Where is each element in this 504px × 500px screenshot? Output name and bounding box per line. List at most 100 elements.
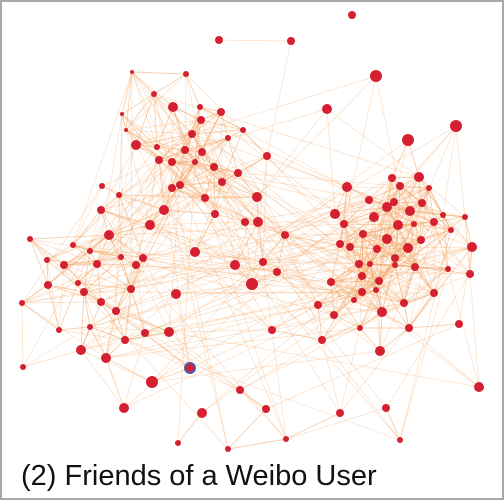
network-edge <box>21 256 122 304</box>
network-edge <box>285 412 341 440</box>
network-edge <box>414 246 473 268</box>
network-edge <box>334 213 405 304</box>
network-edge <box>362 223 415 235</box>
network-edge <box>115 288 132 312</box>
friend-node <box>164 327 174 337</box>
network-edge <box>321 327 361 341</box>
network-edge <box>158 159 191 369</box>
network-edge <box>346 186 411 212</box>
network-edge <box>120 113 123 258</box>
network-edge <box>394 264 405 304</box>
friend-node <box>346 243 354 251</box>
network-edge <box>153 93 229 139</box>
network-edge <box>163 209 216 215</box>
friend-node <box>132 261 140 269</box>
network-edge <box>256 196 319 306</box>
network-edge <box>72 244 91 252</box>
network-edge <box>47 284 102 303</box>
network-edge <box>131 71 155 95</box>
network-edge <box>46 234 110 261</box>
network-edge <box>330 281 363 293</box>
network-edge <box>359 239 422 329</box>
network-edge <box>227 408 267 450</box>
network-edge <box>339 243 378 250</box>
network-edge <box>118 194 273 331</box>
network-edge <box>375 289 405 304</box>
network-edge <box>239 389 267 410</box>
nodes-layer <box>19 11 484 452</box>
network-edge <box>142 221 246 259</box>
network-edge <box>96 187 173 265</box>
friend-node <box>400 299 408 307</box>
network-edge <box>334 187 430 215</box>
friend-node <box>116 192 122 198</box>
network-edge <box>144 332 191 369</box>
network-edge <box>179 149 186 186</box>
network-edge <box>144 283 253 334</box>
network-edge <box>393 139 409 203</box>
friend-node <box>377 307 387 317</box>
network-edge <box>239 339 323 391</box>
network-edge <box>276 223 345 273</box>
network-edge <box>131 71 223 183</box>
network-edge <box>158 159 165 211</box>
friend-node <box>340 220 348 228</box>
friend-node <box>370 70 382 82</box>
friend-node <box>236 386 244 394</box>
friend-node <box>430 289 438 297</box>
network-edge <box>63 256 122 266</box>
friend-node <box>322 104 332 114</box>
network-edge <box>346 186 415 225</box>
friend-node <box>402 134 414 146</box>
network-edge <box>227 137 286 236</box>
network-edge <box>118 194 144 259</box>
network-edge <box>96 113 123 265</box>
network-edge <box>362 233 471 275</box>
network-edge <box>77 282 132 290</box>
network-edge <box>83 256 122 293</box>
network-edge <box>386 206 415 225</box>
network-edge <box>375 268 449 291</box>
network-edge <box>361 275 383 313</box>
network-edge <box>21 257 144 304</box>
network-edge <box>100 209 151 226</box>
network-edge <box>63 264 471 275</box>
network-edge <box>343 216 375 225</box>
network-edge <box>408 216 466 329</box>
friend-node <box>119 403 129 413</box>
friend-node <box>336 409 344 417</box>
network-edge <box>77 209 102 284</box>
network-edge <box>131 71 287 440</box>
network-edge <box>123 177 393 409</box>
network-edge <box>455 125 466 218</box>
network-edge <box>330 280 380 283</box>
friend-node <box>414 172 424 182</box>
network-edge <box>58 282 79 331</box>
network-edge <box>121 113 160 161</box>
network-edge <box>201 280 380 414</box>
friend-node <box>130 70 134 74</box>
friend-node <box>448 227 454 233</box>
friend-node <box>375 277 383 285</box>
network-edge <box>368 199 444 216</box>
friend-node <box>139 254 147 262</box>
friend-node <box>382 404 390 412</box>
network-edge <box>123 332 146 409</box>
network-edge <box>108 144 137 236</box>
friend-node <box>197 104 203 110</box>
network-edge <box>317 304 323 341</box>
friend-node <box>405 324 413 332</box>
network-edge <box>239 302 405 391</box>
network-edge <box>151 281 332 383</box>
network-edge <box>276 271 363 293</box>
network-edge <box>284 234 360 265</box>
network-edge <box>151 350 381 383</box>
network-edge <box>175 221 246 295</box>
network-edge <box>135 111 222 146</box>
network-edge <box>378 206 388 282</box>
network-edge <box>149 224 355 301</box>
friend-node <box>318 336 326 344</box>
network-edge <box>46 259 49 286</box>
network-edge <box>234 264 273 331</box>
network-edge <box>191 129 244 135</box>
